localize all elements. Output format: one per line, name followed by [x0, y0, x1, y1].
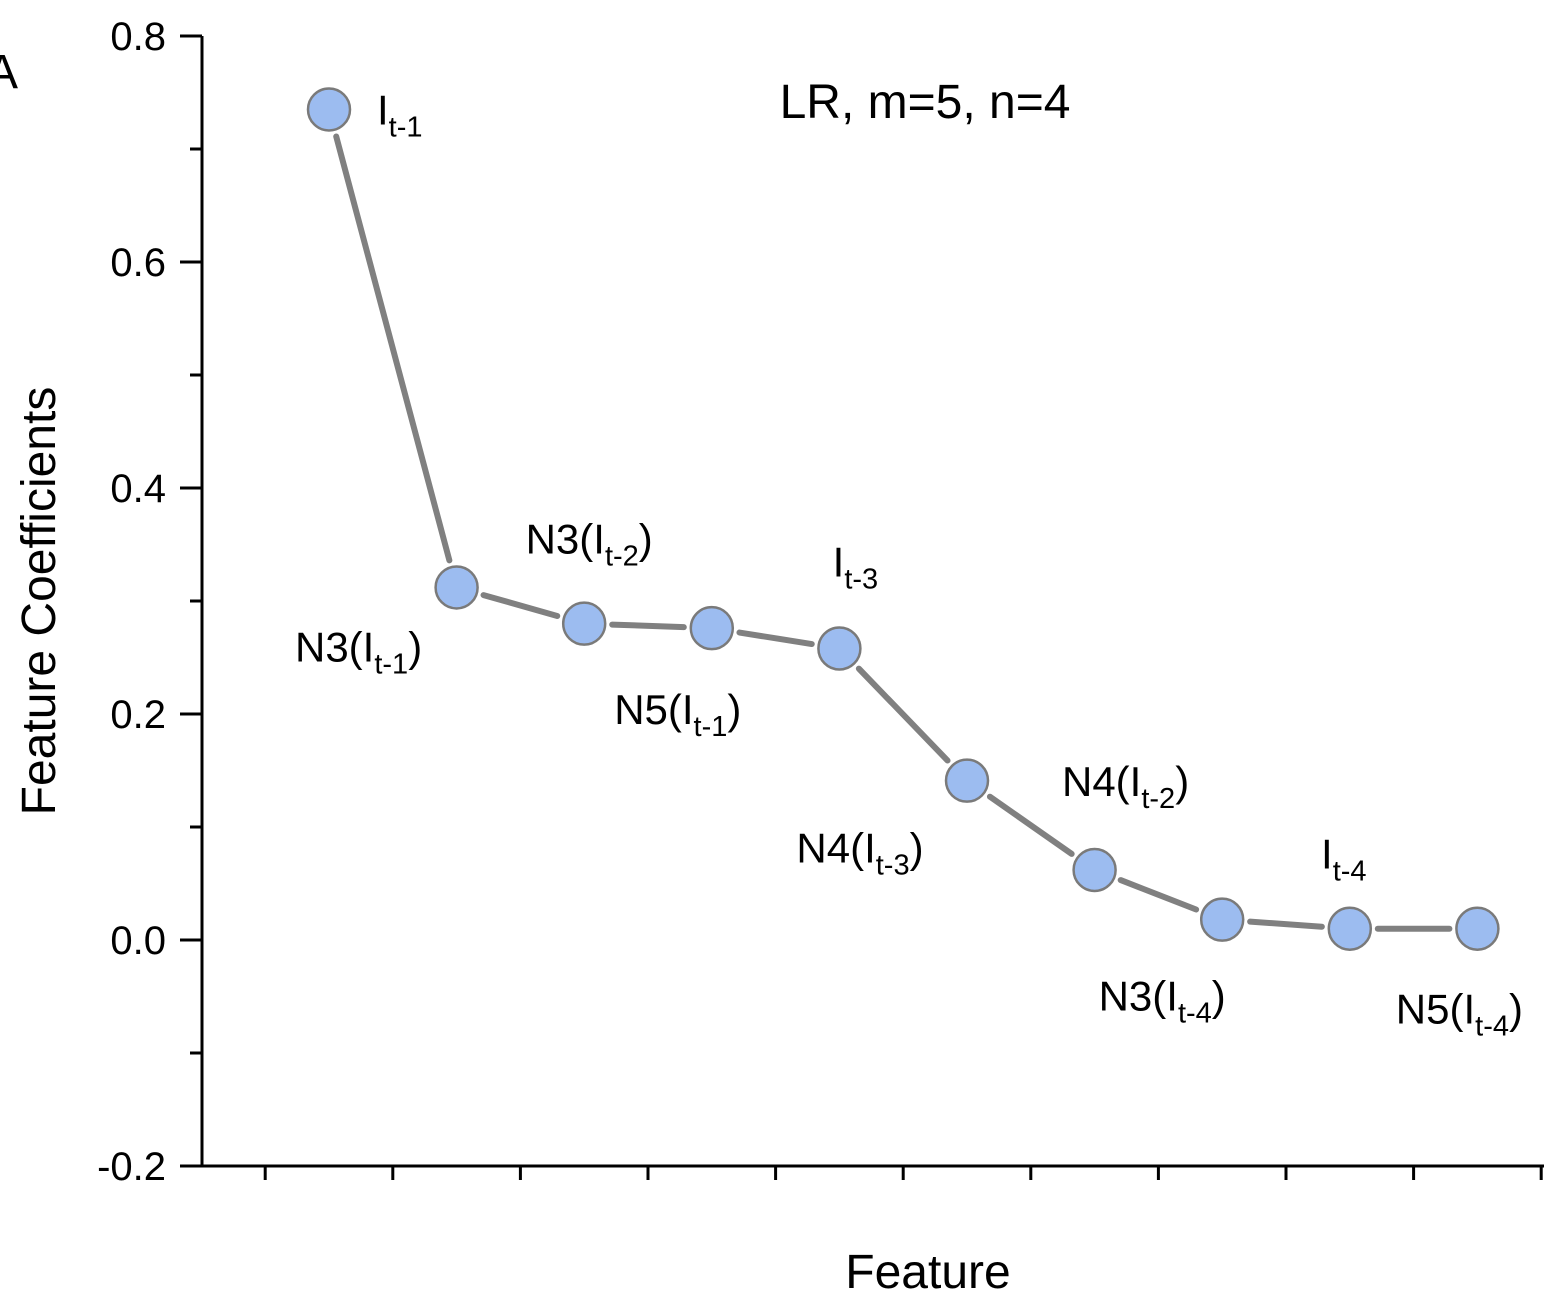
data-point: [1455, 906, 1500, 951]
series-line-segment: [333, 133, 453, 564]
data-point: [434, 565, 479, 610]
point-label-name: N4(I: [796, 825, 875, 872]
data-point: [1199, 897, 1245, 942]
point-label-name: N5(I: [1396, 986, 1475, 1033]
point-label-name: N4(I: [1062, 758, 1141, 805]
point-label-subscript: t-4: [1475, 1011, 1509, 1043]
x-axis-title: Feature: [845, 1246, 1010, 1295]
point-label-name: N3(I: [526, 516, 605, 563]
point-label-suffix: ): [910, 825, 924, 872]
panel-letter: A: [0, 46, 18, 99]
point-labels: It-1N3(It-1)N3(It-2)N5(It-1)It-3N4(It-3)…: [295, 86, 1523, 1042]
series-line-segment: [1117, 877, 1200, 913]
y-axis-title: Feature Coefficients: [13, 387, 66, 816]
point-label: N5(It-1): [614, 686, 741, 743]
point-label-subscript: t-3: [876, 850, 910, 882]
point-label: It-3: [833, 538, 879, 595]
point-label-name: N3(I: [295, 623, 374, 670]
point-label-name: N3(I: [1099, 973, 1178, 1020]
point-label-name: I: [1321, 831, 1333, 878]
point-label-suffix: ): [1509, 986, 1523, 1033]
point-label-subscript: t-1: [694, 711, 728, 743]
point-label-subscript: t-4: [1178, 998, 1212, 1030]
point-label: It-1: [377, 86, 423, 143]
point-label: It-4: [1321, 831, 1367, 888]
point-label: N4(It-3): [796, 825, 923, 882]
chart-title: LR, m=5, n=4: [780, 76, 1071, 129]
data-point: [306, 87, 352, 132]
point-label-name: N5(I: [614, 686, 693, 733]
point-label-subscript: t-1: [389, 111, 423, 143]
data-point: [817, 626, 862, 671]
series-line-segment: [609, 621, 687, 631]
point-label: N3(It-2): [526, 516, 653, 573]
axes: -0.2 0.0 0.2 0.4 0.6 0.8: [97, 15, 1544, 1189]
point-label-suffix: ): [1212, 973, 1226, 1020]
point-label-suffix: ): [408, 623, 422, 670]
data-point: [1072, 847, 1117, 893]
series-line-segment: [736, 629, 815, 648]
data-point: [561, 601, 607, 646]
data-point: [1327, 906, 1373, 951]
y-tick-label: 0.0: [110, 919, 166, 963]
y-tick-label: 0.4: [110, 467, 166, 511]
point-label: N4(It-2): [1062, 758, 1189, 815]
series-line-segment: [1247, 918, 1325, 930]
point-label: N3(It-4): [1099, 973, 1226, 1030]
point-label: N3(It-1): [295, 623, 422, 680]
data-point: [944, 758, 990, 803]
y-tick-label: -0.2: [97, 1145, 166, 1189]
y-tick-label: 0.2: [110, 693, 166, 737]
data-point: [689, 605, 735, 651]
y-tick-label: 0.6: [110, 241, 166, 285]
point-label-name: I: [833, 538, 845, 585]
point-label-suffix: ): [639, 516, 653, 563]
point-label-suffix: ): [1175, 758, 1189, 805]
point-label-name: I: [377, 86, 389, 133]
point-label-subscript: t-1: [374, 648, 408, 680]
point-label-subscript: t-3: [844, 563, 878, 595]
y-tick-label: 0.8: [110, 15, 166, 59]
point-label: N5(It-4): [1396, 986, 1523, 1043]
series-line-segment: [855, 665, 951, 764]
data-series: [306, 87, 1500, 951]
series-line-segment: [480, 592, 561, 619]
point-label-subscript: t-4: [1333, 856, 1367, 888]
point-label-suffix: ): [727, 686, 741, 733]
point-label-subscript: t-2: [1141, 783, 1175, 815]
point-label-subscript: t-2: [605, 541, 639, 573]
series-line-segment: [986, 793, 1075, 857]
